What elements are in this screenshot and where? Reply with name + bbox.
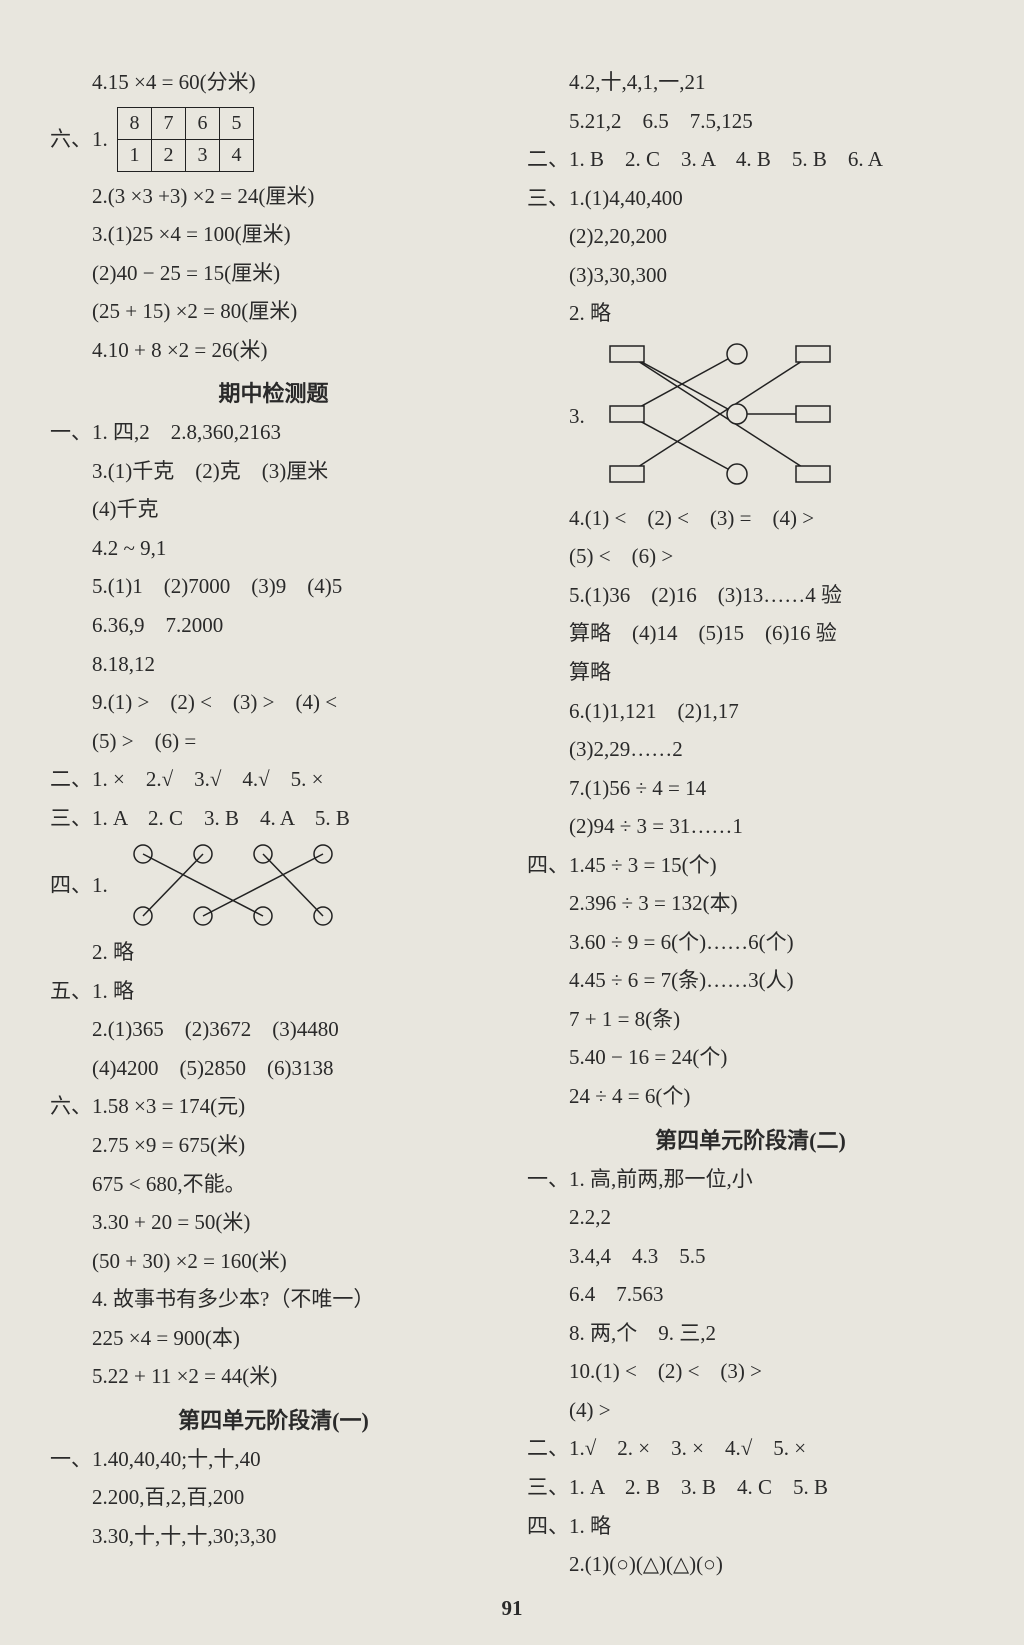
grid-cell: 7 (152, 107, 186, 139)
text-line: 4.(1) < (2) < (3) = (4) > (527, 502, 974, 535)
text-line: 6.36,9 7.2000 (50, 609, 497, 642)
text-line: 二、1.√ 2. × 3. × 4.√ 5. × (527, 1432, 974, 1465)
text-line: 2.(1)(○)(△)(△)(○) (527, 1548, 974, 1581)
page-number: 91 (0, 1596, 1024, 1621)
text-line: (3)2,29……2 (527, 733, 974, 766)
text-line: 2.(1)365 (2)3672 (3)4480 (50, 1013, 497, 1046)
section-heading: 第四单元阶段清(一) (50, 1403, 497, 1435)
match-diagram-row: 3. (527, 336, 974, 496)
text-line: 24 ÷ 4 = 6(个) (527, 1080, 974, 1113)
text-line: 3.30 + 20 = 50(米) (50, 1206, 497, 1239)
text-line: 5.22 + 11 ×2 = 44(米) (50, 1360, 497, 1393)
section-label: 3. (569, 400, 585, 433)
text-line: 7 + 1 = 8(条) (527, 1003, 974, 1036)
text-line: 一、1. 四,2 2.8,360,2163 (50, 416, 497, 449)
text-line: 2. 略 (50, 936, 497, 969)
text-line: 三、1. A 2. C 3. B 4. A 5. B (50, 802, 497, 835)
text-line: 4.2,十,4,1,一,21 (527, 66, 974, 99)
text-line: (5) > (6) = (50, 725, 497, 758)
grid-cell: 5 (220, 107, 254, 139)
text-line: 2.396 ÷ 3 = 132(本) (527, 887, 974, 920)
section-heading: 第四单元阶段清(二) (527, 1123, 974, 1155)
text-line: 四、1.45 ÷ 3 = 15(个) (527, 849, 974, 882)
grid-cell: 8 (118, 107, 152, 139)
text-line: (4)千克 (50, 493, 497, 526)
text-line: 6.(1)1,121 (2)1,17 (527, 695, 974, 728)
text-line: 5.21,2 6.5 7.5,125 (527, 105, 974, 138)
text-line: 4.2 ~ 9,1 (50, 532, 497, 565)
text-line: 2.2,2 (527, 1201, 974, 1234)
text-line: 2.200,百,2,百,200 (50, 1481, 497, 1514)
text-line: 5.40 − 16 = 24(个) (527, 1041, 974, 1074)
grid-cell: 2 (152, 139, 186, 171)
number-grid: 8 7 6 5 1 2 3 4 (117, 107, 254, 172)
text-line: 4.45 ÷ 6 = 7(条)……3(人) (527, 964, 974, 997)
text-line: 五、1. 略 (50, 975, 497, 1008)
text-line: 5.(1)1 (2)7000 (3)9 (4)5 (50, 570, 497, 603)
text-line: 8. 两,个 9. 三,2 (527, 1317, 974, 1350)
page-container: 4.15 ×4 = 60(分米) 六、1. 8 7 6 5 1 2 3 4 2.… (50, 60, 974, 1605)
text-line: 6.4 7.563 (527, 1278, 974, 1311)
matching-diagram-icon (590, 336, 850, 496)
text-line: 一、1.40,40,40;十,十,40 (50, 1443, 497, 1476)
text-line: 四、1. 略 (527, 1510, 974, 1543)
text-line: 算略 (4)14 (5)15 (6)16 验 (527, 617, 974, 650)
text-line: 10.(1) < (2) < (3) > (527, 1355, 974, 1388)
text-line: 三、1. A 2. B 3. B 4. C 5. B (527, 1471, 974, 1504)
section-label: 四、1. (50, 869, 108, 902)
matching-diagram-icon (113, 840, 353, 930)
text-line: (3)3,30,300 (527, 259, 974, 292)
text-line: (50 + 30) ×2 = 160(米) (50, 1245, 497, 1278)
text-line: (2)94 ÷ 3 = 31……1 (527, 810, 974, 843)
grid-cell: 4 (220, 139, 254, 171)
text-line: 3.(1)25 ×4 = 100(厘米) (50, 218, 497, 251)
text-line: 9.(1) > (2) < (3) > (4) < (50, 686, 497, 719)
text-line: (5) < (6) > (527, 540, 974, 573)
text-line: 三、1.(1)4,40,400 (527, 182, 974, 215)
text-line: 二、1. B 2. C 3. A 4. B 5. B 6. A (527, 143, 974, 176)
grid-cell: 1 (118, 139, 152, 171)
grid-cell: 6 (186, 107, 220, 139)
text-line: 225 ×4 = 900(本) (50, 1322, 497, 1355)
text-line: 2.(3 ×3 +3) ×2 = 24(厘米) (50, 180, 497, 213)
section-heading: 期中检测题 (50, 376, 497, 408)
text-line: (4) > (527, 1394, 974, 1427)
section-label: 六、1. (50, 123, 108, 156)
text-line: (2)2,20,200 (527, 220, 974, 253)
text-line: 六、1.58 ×3 = 174(元) (50, 1090, 497, 1123)
text-line: 8.18,12 (50, 648, 497, 681)
text-line: 3.30,十,十,十,30;3,30 (50, 1520, 497, 1553)
text-line: 算略 (527, 656, 974, 689)
text-line: (25 + 15) ×2 = 80(厘米) (50, 295, 497, 328)
text-line: 4.15 ×4 = 60(分米) (50, 66, 497, 99)
text-line: 5.(1)36 (2)16 (3)13……4 验 (527, 579, 974, 612)
text-line: (2)40 − 25 = 15(厘米) (50, 257, 497, 290)
text-line: 二、1. × 2.√ 3.√ 4.√ 5. × (50, 763, 497, 796)
text-line: 675 < 680,不能。 (50, 1168, 497, 1201)
grid-row: 六、1. 8 7 6 5 1 2 3 4 (50, 105, 497, 174)
text-line: 3.(1)千克 (2)克 (3)厘米 (50, 455, 497, 488)
text-line: 3.60 ÷ 9 = 6(个)……6(个) (527, 926, 974, 959)
grid-cell: 3 (186, 139, 220, 171)
text-line: 4. 故事书有多少本?（不唯一） (50, 1283, 497, 1316)
text-line: 3.4,4 4.3 5.5 (527, 1240, 974, 1273)
text-line: 2.75 ×9 = 675(米) (50, 1129, 497, 1162)
text-line: 一、1. 高,前两,那一位,小 (527, 1163, 974, 1196)
left-column: 4.15 ×4 = 60(分米) 六、1. 8 7 6 5 1 2 3 4 2.… (50, 60, 497, 1605)
text-line: 4.10 + 8 ×2 = 26(米) (50, 334, 497, 367)
match-diagram-row: 四、1. (50, 840, 497, 930)
text-line: 2. 略 (527, 297, 974, 330)
right-column: 4.2,十,4,1,一,21 5.21,2 6.5 7.5,125 二、1. B… (527, 60, 974, 1605)
text-line: 7.(1)56 ÷ 4 = 14 (527, 772, 974, 805)
text-line: (4)4200 (5)2850 (6)3138 (50, 1052, 497, 1085)
